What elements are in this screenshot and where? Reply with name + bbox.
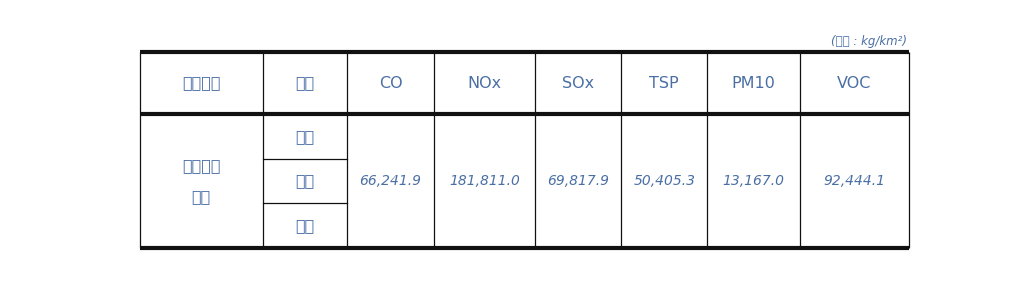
Text: PM10: PM10 — [731, 76, 775, 90]
Text: 50,405.3: 50,405.3 — [633, 174, 696, 188]
Text: SOx: SOx — [562, 76, 594, 90]
Text: NOx: NOx — [468, 76, 501, 90]
Text: 시도: 시도 — [296, 76, 315, 90]
Text: 면적: 면적 — [191, 189, 211, 204]
Text: 69,817.9: 69,817.9 — [547, 174, 609, 188]
Text: 181,811.0: 181,811.0 — [449, 174, 520, 188]
Text: TSP: TSP — [650, 76, 679, 90]
Text: 산업단지: 산업단지 — [182, 158, 221, 173]
Text: 인천: 인천 — [296, 173, 315, 188]
Text: 서울: 서울 — [296, 129, 315, 144]
Text: CO: CO — [379, 76, 402, 90]
Text: 전망지표: 전망지표 — [182, 76, 221, 90]
Text: (단위 : kg/km²): (단위 : kg/km²) — [832, 35, 907, 48]
Text: 92,444.1: 92,444.1 — [824, 174, 885, 188]
Text: 66,241.9: 66,241.9 — [359, 174, 421, 188]
Text: VOC: VOC — [837, 76, 872, 90]
Text: 13,167.0: 13,167.0 — [722, 174, 785, 188]
Text: 경기: 경기 — [296, 218, 315, 234]
